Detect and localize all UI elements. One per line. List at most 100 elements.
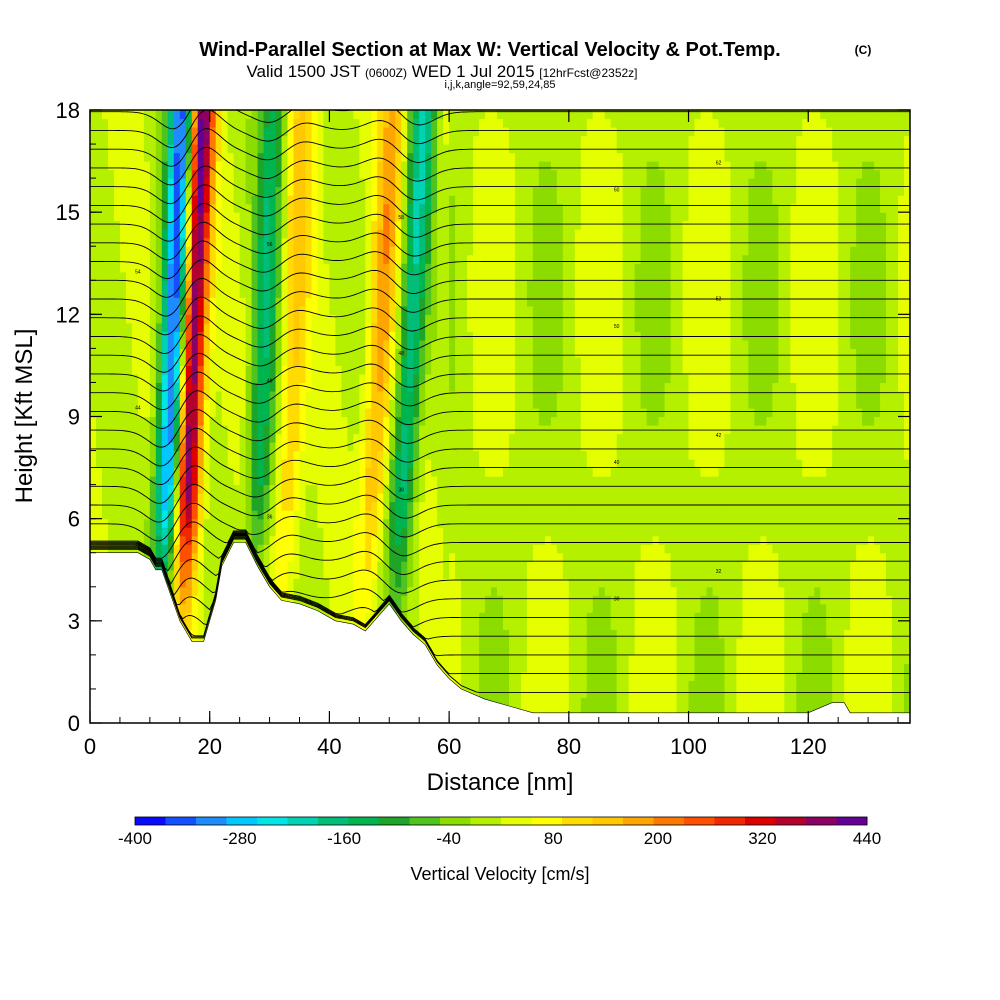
- velocity-cell: [227, 442, 235, 452]
- velocity-cell: [185, 586, 193, 596]
- velocity-cell: [269, 271, 277, 281]
- velocity-cell: [323, 578, 331, 588]
- velocity-cell: [179, 407, 187, 418]
- velocity-cell: [347, 552, 354, 562]
- velocity-cell: [119, 382, 127, 392]
- velocity-cell: [347, 356, 354, 367]
- velocity-cell: [251, 510, 259, 520]
- velocity-cell: [257, 212, 265, 222]
- velocity-cell: [131, 280, 139, 290]
- velocity-cell: [119, 135, 127, 145]
- velocity-cell: [281, 459, 289, 469]
- velocity-cell: [263, 280, 271, 290]
- velocity-cell: [437, 595, 444, 605]
- velocity-cell: [113, 305, 121, 315]
- velocity-cell: [341, 578, 348, 588]
- velocity-cell: [449, 629, 456, 639]
- velocity-cell: [287, 527, 295, 537]
- velocity-cell: [203, 229, 211, 239]
- velocity-cell: [227, 390, 235, 401]
- velocity-cell: [479, 578, 486, 588]
- velocity-cell: [323, 186, 331, 196]
- velocity-cell: [467, 339, 474, 349]
- velocity-cell: [461, 442, 468, 452]
- velocity-cell: [389, 373, 396, 384]
- velocity-cell: [413, 382, 420, 392]
- velocity-cell: [179, 203, 187, 213]
- velocity-cell: [191, 229, 199, 239]
- velocity-cell: [161, 203, 169, 213]
- velocity-cell: [353, 220, 360, 230]
- velocity-cell: [413, 476, 420, 486]
- velocity-cell: [365, 476, 372, 486]
- velocity-cell: [425, 220, 432, 230]
- velocity-cell: [419, 152, 426, 162]
- velocity-cell: [407, 220, 414, 230]
- velocity-cell: [197, 612, 205, 622]
- velocity-cell: [401, 161, 408, 171]
- velocity-cell: [197, 135, 205, 145]
- velocity-cell: [443, 510, 450, 520]
- velocity-cell: [107, 178, 115, 188]
- velocity-cell: [263, 450, 271, 460]
- velocity-cell: [149, 390, 157, 401]
- velocity-cell: [239, 263, 247, 273]
- velocity-cell: [191, 373, 199, 384]
- velocity-cell: [371, 467, 378, 477]
- velocity-cell: [443, 331, 450, 341]
- velocity-cell: [311, 212, 319, 222]
- velocity-cell: [437, 578, 444, 588]
- velocity-cell: [437, 314, 444, 324]
- velocity-cell: [383, 433, 390, 443]
- velocity-cell: [502, 663, 510, 673]
- velocity-cell: [197, 382, 205, 392]
- velocity-cell: [197, 518, 205, 528]
- velocity-cell: [257, 314, 265, 324]
- velocity-cell: [341, 237, 348, 247]
- velocity-cell: [275, 339, 283, 349]
- velocity-cell: [335, 603, 342, 613]
- velocity-cell: [419, 501, 426, 511]
- velocity-cell: [347, 263, 354, 273]
- velocity-cell: [101, 220, 109, 230]
- velocity-cell: [90, 382, 97, 392]
- velocity-cell: [311, 442, 319, 452]
- velocity-cell: [221, 186, 229, 196]
- velocity-cell: [281, 195, 289, 205]
- velocity-cell: [299, 484, 307, 494]
- velocity-cell: [179, 297, 187, 307]
- velocity-cell: [173, 373, 181, 384]
- velocity-cell: [179, 263, 187, 273]
- velocity-cell: [455, 382, 462, 392]
- velocity-cell: [479, 390, 486, 401]
- velocity-cell: [383, 578, 390, 588]
- velocity-cell: [143, 212, 151, 222]
- velocity-cell: [371, 212, 378, 222]
- velocity-cell: [317, 237, 325, 247]
- velocity-cell: [485, 595, 492, 605]
- velocity-cell: [461, 552, 468, 562]
- velocity-cell: [497, 493, 504, 503]
- velocity-cell: [359, 399, 366, 409]
- velocity-cell: [239, 314, 247, 324]
- velocity-cell: [383, 280, 390, 290]
- velocity-cell: [173, 527, 181, 537]
- velocity-cell: [203, 127, 211, 137]
- velocity-cell: [395, 246, 402, 256]
- velocity-cell: [239, 450, 247, 460]
- velocity-cell: [449, 527, 456, 537]
- velocity-cell: [485, 561, 492, 571]
- velocity-cell: [341, 569, 348, 579]
- velocity-cell: [389, 442, 396, 452]
- velocity-cell: [227, 373, 235, 384]
- velocity-cell: [143, 407, 151, 418]
- velocity-cell: [239, 220, 247, 230]
- velocity-cell: [191, 416, 199, 426]
- velocity-cell: [179, 390, 187, 401]
- velocity-cell: [437, 425, 444, 435]
- velocity-cell: [443, 229, 450, 239]
- velocity-cell: [263, 212, 271, 222]
- velocity-cell: [119, 365, 127, 375]
- velocity-cell: [389, 390, 396, 401]
- velocity-cell: [257, 246, 265, 256]
